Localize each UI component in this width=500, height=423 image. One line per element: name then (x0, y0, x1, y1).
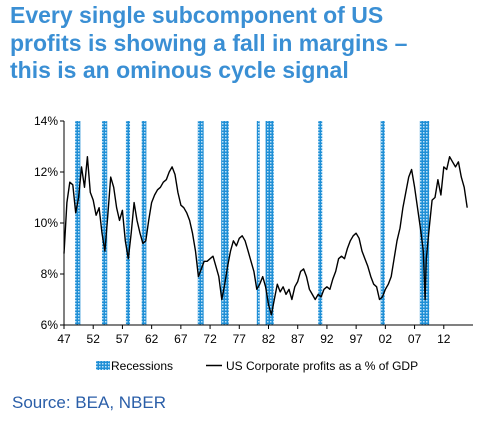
y-tick-label: 8% (41, 267, 59, 281)
x-tick-label: 72 (203, 332, 217, 346)
x-tick-label: 47 (57, 332, 71, 346)
y-tick-label: 10% (34, 216, 58, 230)
x-tick-label: 67 (174, 332, 188, 346)
x-tick-label: 07 (408, 332, 422, 346)
chart-title: Every single subcomponent of US profits … (10, 2, 495, 85)
profit-share-line (63, 155, 468, 316)
x-tick-label: 52 (87, 332, 101, 346)
recession-band (197, 121, 204, 325)
x-tick-label: 02 (379, 332, 393, 346)
x-tick-label: 82 (262, 332, 276, 346)
recession-bands (75, 121, 430, 325)
recession-band (265, 121, 274, 325)
x-tick-label: 62 (145, 332, 159, 346)
axes: 6% 8% 10% 12% 14% 47 52 57 62 67 72 77 82 87 92 97 02 07 1… (34, 114, 473, 346)
recession-band (380, 121, 385, 325)
recession-band (101, 121, 108, 325)
legend-profit-label: US Corporate profits as a % of GDP (226, 359, 418, 373)
x-tick-label: 87 (291, 332, 305, 346)
recession-band (318, 121, 323, 325)
title-line-1: Every single subcomponent of US (10, 2, 384, 28)
y-tick-label: 12% (34, 165, 58, 179)
recession-band (221, 121, 229, 325)
recession-band (125, 121, 131, 325)
x-tick-label: 92 (320, 332, 334, 346)
legend-recession-label: Recessions (111, 359, 173, 373)
legend-recession-swatch (96, 361, 110, 370)
x-tick-label: 12 (437, 332, 451, 346)
y-tick-label: 6% (41, 318, 59, 332)
title-line-3: this is an ominous cycle signal (10, 57, 349, 83)
recession-band (141, 121, 147, 325)
recession-band (256, 121, 260, 325)
legend: Recessions US Corporate profits as a % o… (96, 359, 418, 373)
x-tick-label: 57 (116, 332, 130, 346)
x-tick-label: 77 (233, 332, 247, 346)
source-note: Source: BEA, NBER (12, 393, 167, 412)
y-tick-label: 14% (34, 114, 58, 128)
recession-band (419, 121, 430, 325)
x-tick-label: 97 (349, 332, 363, 346)
series-layer (63, 155, 468, 316)
recession-band (75, 121, 81, 325)
title-line-2: profits is showing a fall in margins – (10, 29, 408, 56)
